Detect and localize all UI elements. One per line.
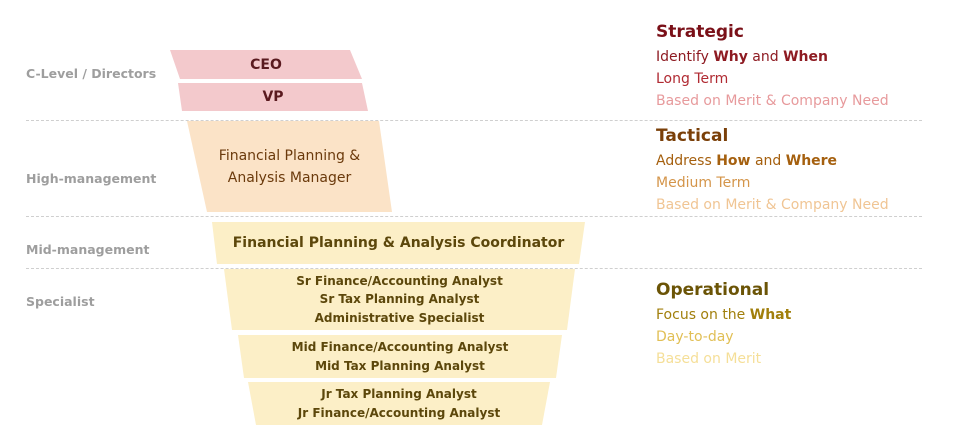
role-label-senior-analysts: Sr Finance/Accounting Analyst Sr Tax Pla… bbox=[296, 273, 503, 325]
operational-line-1: Focus on the What bbox=[656, 307, 792, 323]
role-label-mid-analysts: Mid Finance/Accounting Analyst Mid Tax P… bbox=[291, 340, 509, 373]
strategic-block: Strategic Identify Why and When Long Ter… bbox=[656, 20, 889, 112]
level-label-specialist: Specialist bbox=[26, 294, 95, 309]
role-box-fpa-coordinator: Financial Planning & Analysis Coordinato… bbox=[212, 222, 585, 264]
role-box-junior-analysts: Jr Tax Planning Analyst Jr Finance/Accou… bbox=[248, 382, 550, 425]
operational-line-3: Based on Merit bbox=[656, 351, 762, 367]
role-label-fpa-manager: Financial Planning & Analysis Manager bbox=[218, 147, 361, 186]
role-box-vp: VP bbox=[178, 83, 368, 111]
tactical-line-1: Address How and Where bbox=[656, 153, 838, 169]
level-divider bbox=[26, 216, 922, 217]
role-box-ceo: CEO bbox=[170, 50, 362, 79]
strategic-line-2: Long Term bbox=[656, 71, 729, 87]
operational-line-2: Day-to-day bbox=[656, 329, 734, 345]
level-divider bbox=[26, 268, 922, 269]
role-box-mid-analysts: Mid Finance/Accounting Analyst Mid Tax P… bbox=[238, 335, 562, 378]
role-label-fpa-coordinator: Financial Planning & Analysis Coordinato… bbox=[232, 235, 565, 251]
operational-title: Operational bbox=[656, 280, 770, 300]
strategic-line-1: Identify Why and When bbox=[656, 49, 828, 65]
strategic-line-3: Based on Merit & Company Need bbox=[656, 93, 889, 109]
role-label-vp: VP bbox=[262, 89, 284, 105]
level-divider bbox=[26, 120, 922, 121]
role-label-junior-analysts: Jr Tax Planning Analyst Jr Finance/Accou… bbox=[297, 387, 501, 420]
level-label-high-management: High-management bbox=[26, 171, 157, 186]
role-box-fpa-manager: Financial Planning & Analysis Manager bbox=[187, 121, 392, 212]
tactical-block: Tactical Address How and Where Medium Te… bbox=[656, 124, 889, 216]
level-label-c-level: C-Level / Directors bbox=[26, 66, 157, 81]
operational-block: Operational Focus on the What Day-to-day… bbox=[656, 278, 791, 370]
tactical-line-3: Based on Merit & Company Need bbox=[656, 197, 889, 213]
strategic-title: Strategic bbox=[656, 22, 744, 42]
tactical-line-2: Medium Term bbox=[656, 175, 751, 191]
role-box-senior-analysts: Sr Finance/Accounting Analyst Sr Tax Pla… bbox=[224, 269, 575, 330]
tactical-title: Tactical bbox=[656, 126, 729, 146]
level-label-mid-management: Mid-management bbox=[26, 242, 150, 257]
role-label-ceo: CEO bbox=[250, 56, 282, 73]
